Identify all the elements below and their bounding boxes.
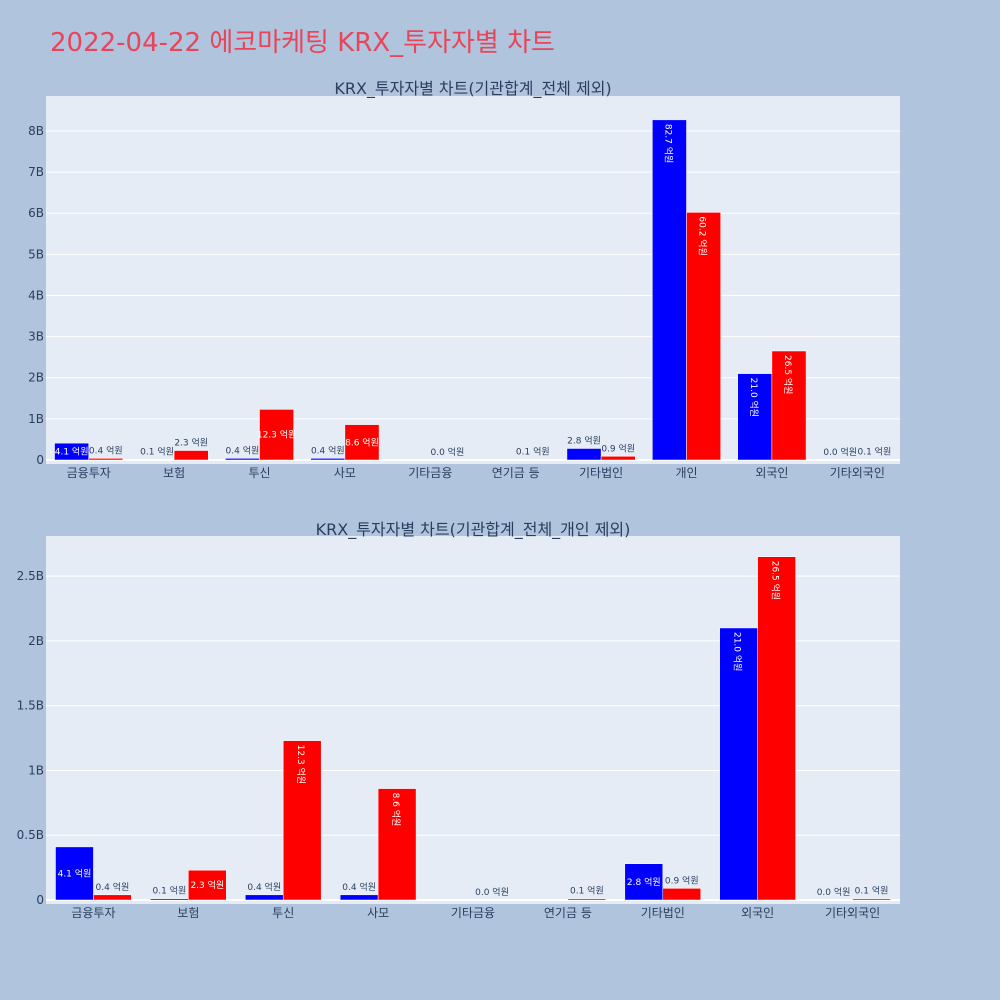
chart0-title: KRX_투자자별 차트(기관합계_전체 제외) [334,79,611,99]
chart0-data-label: 4.1 억원 [55,446,89,458]
chart0-data-label: 21.0 억원 [748,378,760,417]
chart0-xtick-label: 기타법인 [579,466,623,480]
chart0-xtick-label: 사모 [334,466,356,480]
chart1-ytick-label: 1B [28,763,44,777]
chart1-bar [245,894,284,901]
chart1-title: KRX_투자자별 차트(기관합계_전체_개인 제외) [316,520,631,540]
chart0-bar [54,442,89,461]
chart1-bar [719,627,758,901]
chart1-xtick-label: 외국인 [741,906,774,920]
chart0-bar [344,424,380,461]
chart1-bar [852,898,891,901]
page-title: 2022-04-22 에코마케팅 KRX_투자자별 차트 [50,28,555,58]
chart0-ytick-label: 5B [28,247,44,261]
chart0-data-label: 0.0 억원 [431,446,465,458]
chart0-data-label: 12.3 억원 [257,429,296,441]
chart0-ytick-label: 8B [28,124,44,138]
chart1-data-label: 26.5 억원 [770,561,782,600]
chart1-data-label: 0.1 억원 [855,885,889,897]
chart0-bar [173,450,209,461]
chart0-ytick-label: 1B [28,412,44,426]
chart0-xtick-label: 기타금융 [408,466,452,480]
chart1-bar [377,788,417,901]
chart1-data-label: 0.4 억원 [96,881,130,893]
chart1-bar [567,898,607,901]
chart0-xtick-label: 연기금 등 [492,466,540,480]
chart1-bar [624,863,664,901]
chart1-xtick-label: 연기금 등 [544,906,592,920]
chart0-bar [686,212,721,461]
chart0-ytick-label: 2B [28,371,44,385]
chart0-xtick-label: 보험 [163,466,185,480]
chart1-bar [188,869,227,901]
chart0-xtick-label: 개인 [675,466,697,480]
chart1-xtick-label: 기타외국인 [825,906,880,920]
chart1-xtick-label: 기타금융 [451,906,495,920]
chart0-ytick-label: 4B [28,288,44,302]
chart1-data-label: 0.4 억원 [247,881,281,893]
chart1-bar [282,740,322,901]
chart0-bar [259,409,294,461]
chart0-bar [652,119,687,461]
chart0-ytick-label: 0 [36,453,44,467]
chart1-data-label: 2.8 억원 [627,876,661,888]
chart1-xtick-label: 금융투자 [71,906,115,920]
chart1-data-label: 4.1 억원 [58,867,92,879]
chart0-data-label: 0.4 억원 [89,444,123,456]
chart1-xtick-label: 사모 [367,906,389,920]
chart0-bar [566,448,602,461]
chart0-data-label: 82.7 억원 [662,124,674,163]
chart1-ytick-label: 2.5B [17,569,44,583]
chart1-data-label: 0.0 억원 [817,886,851,898]
chart0-bar [88,458,124,461]
chart1-xtick-label: 보험 [177,906,199,920]
chart0-ytick-label: 3B [28,330,44,344]
chart1-xtick-label: 기타법인 [641,906,685,920]
chart0-xtick-label: 투신 [248,466,270,480]
chart1-bar [662,888,701,901]
chart0-ytick-label: 7B [28,165,44,179]
chart0-data-label: 60.2 억원 [697,216,709,255]
chart0-data-label: 26.5 억원 [782,355,794,394]
chart1-data-label: 0.9 억원 [665,874,699,886]
chart1-bar [93,894,132,901]
chart0-data-label: 0.4 억원 [226,444,260,456]
chart0-data-label: 8.6 억원 [345,436,379,448]
chart0-xtick-label: 외국인 [755,466,788,480]
chart1-data-label: 0.1 억원 [570,885,604,897]
chart0-data-label: 2.3 억원 [174,437,208,449]
chart1-data-label: 12.3 억원 [295,745,307,784]
chart1-data-label: 0.1 억원 [152,885,186,897]
chart1-bar [757,556,796,901]
chart1-bar [150,898,189,901]
chart1-xtick-label: 투신 [272,906,294,920]
chart1-data-label: 21.0 억원 [732,632,744,671]
chart-top: 0 1B 2B 3B 4B 5B 6B 7B 8B KRX_투자자별 차트(기관합계_전체 제외)… [28,79,900,480]
chart0-data-label: 0.1 억원 [516,446,550,458]
chart1-data-label: 8.6 억원 [390,793,402,827]
chart0-bar [600,456,636,461]
chart1-data-label: 0.0 억원 [475,886,509,898]
chart0-data-label: 0.1 억원 [858,446,892,458]
chart0-data-label: 0.9 억원 [601,442,635,454]
chart0-bar [771,350,807,461]
chart0-data-label: 0.1 억원 [140,446,174,458]
chart1-bar [339,894,379,901]
chart1-bar [55,846,94,901]
chart0-data-label: 2.8 억원 [567,434,601,446]
chart1-ytick-label: 1.5B [17,699,44,713]
chart0-data-label: 0.0 억원 [823,446,857,458]
chart1-data-label: 0.4 억원 [342,881,376,893]
chart1-ytick-label: 0.5B [17,828,44,842]
chart1-data-label: 2.3 억원 [190,879,224,891]
chart0-xtick-label: 기타외국인 [830,466,885,480]
chart0-bar [737,373,773,461]
chart1-ytick-label: 0 [36,893,44,907]
chart1-ytick-label: 2B [28,634,44,648]
chart0-ytick-label: 6B [28,206,44,220]
chart0-data-label: 0.4 억원 [311,444,345,456]
chart0-xtick-label: 금융투자 [67,466,111,480]
